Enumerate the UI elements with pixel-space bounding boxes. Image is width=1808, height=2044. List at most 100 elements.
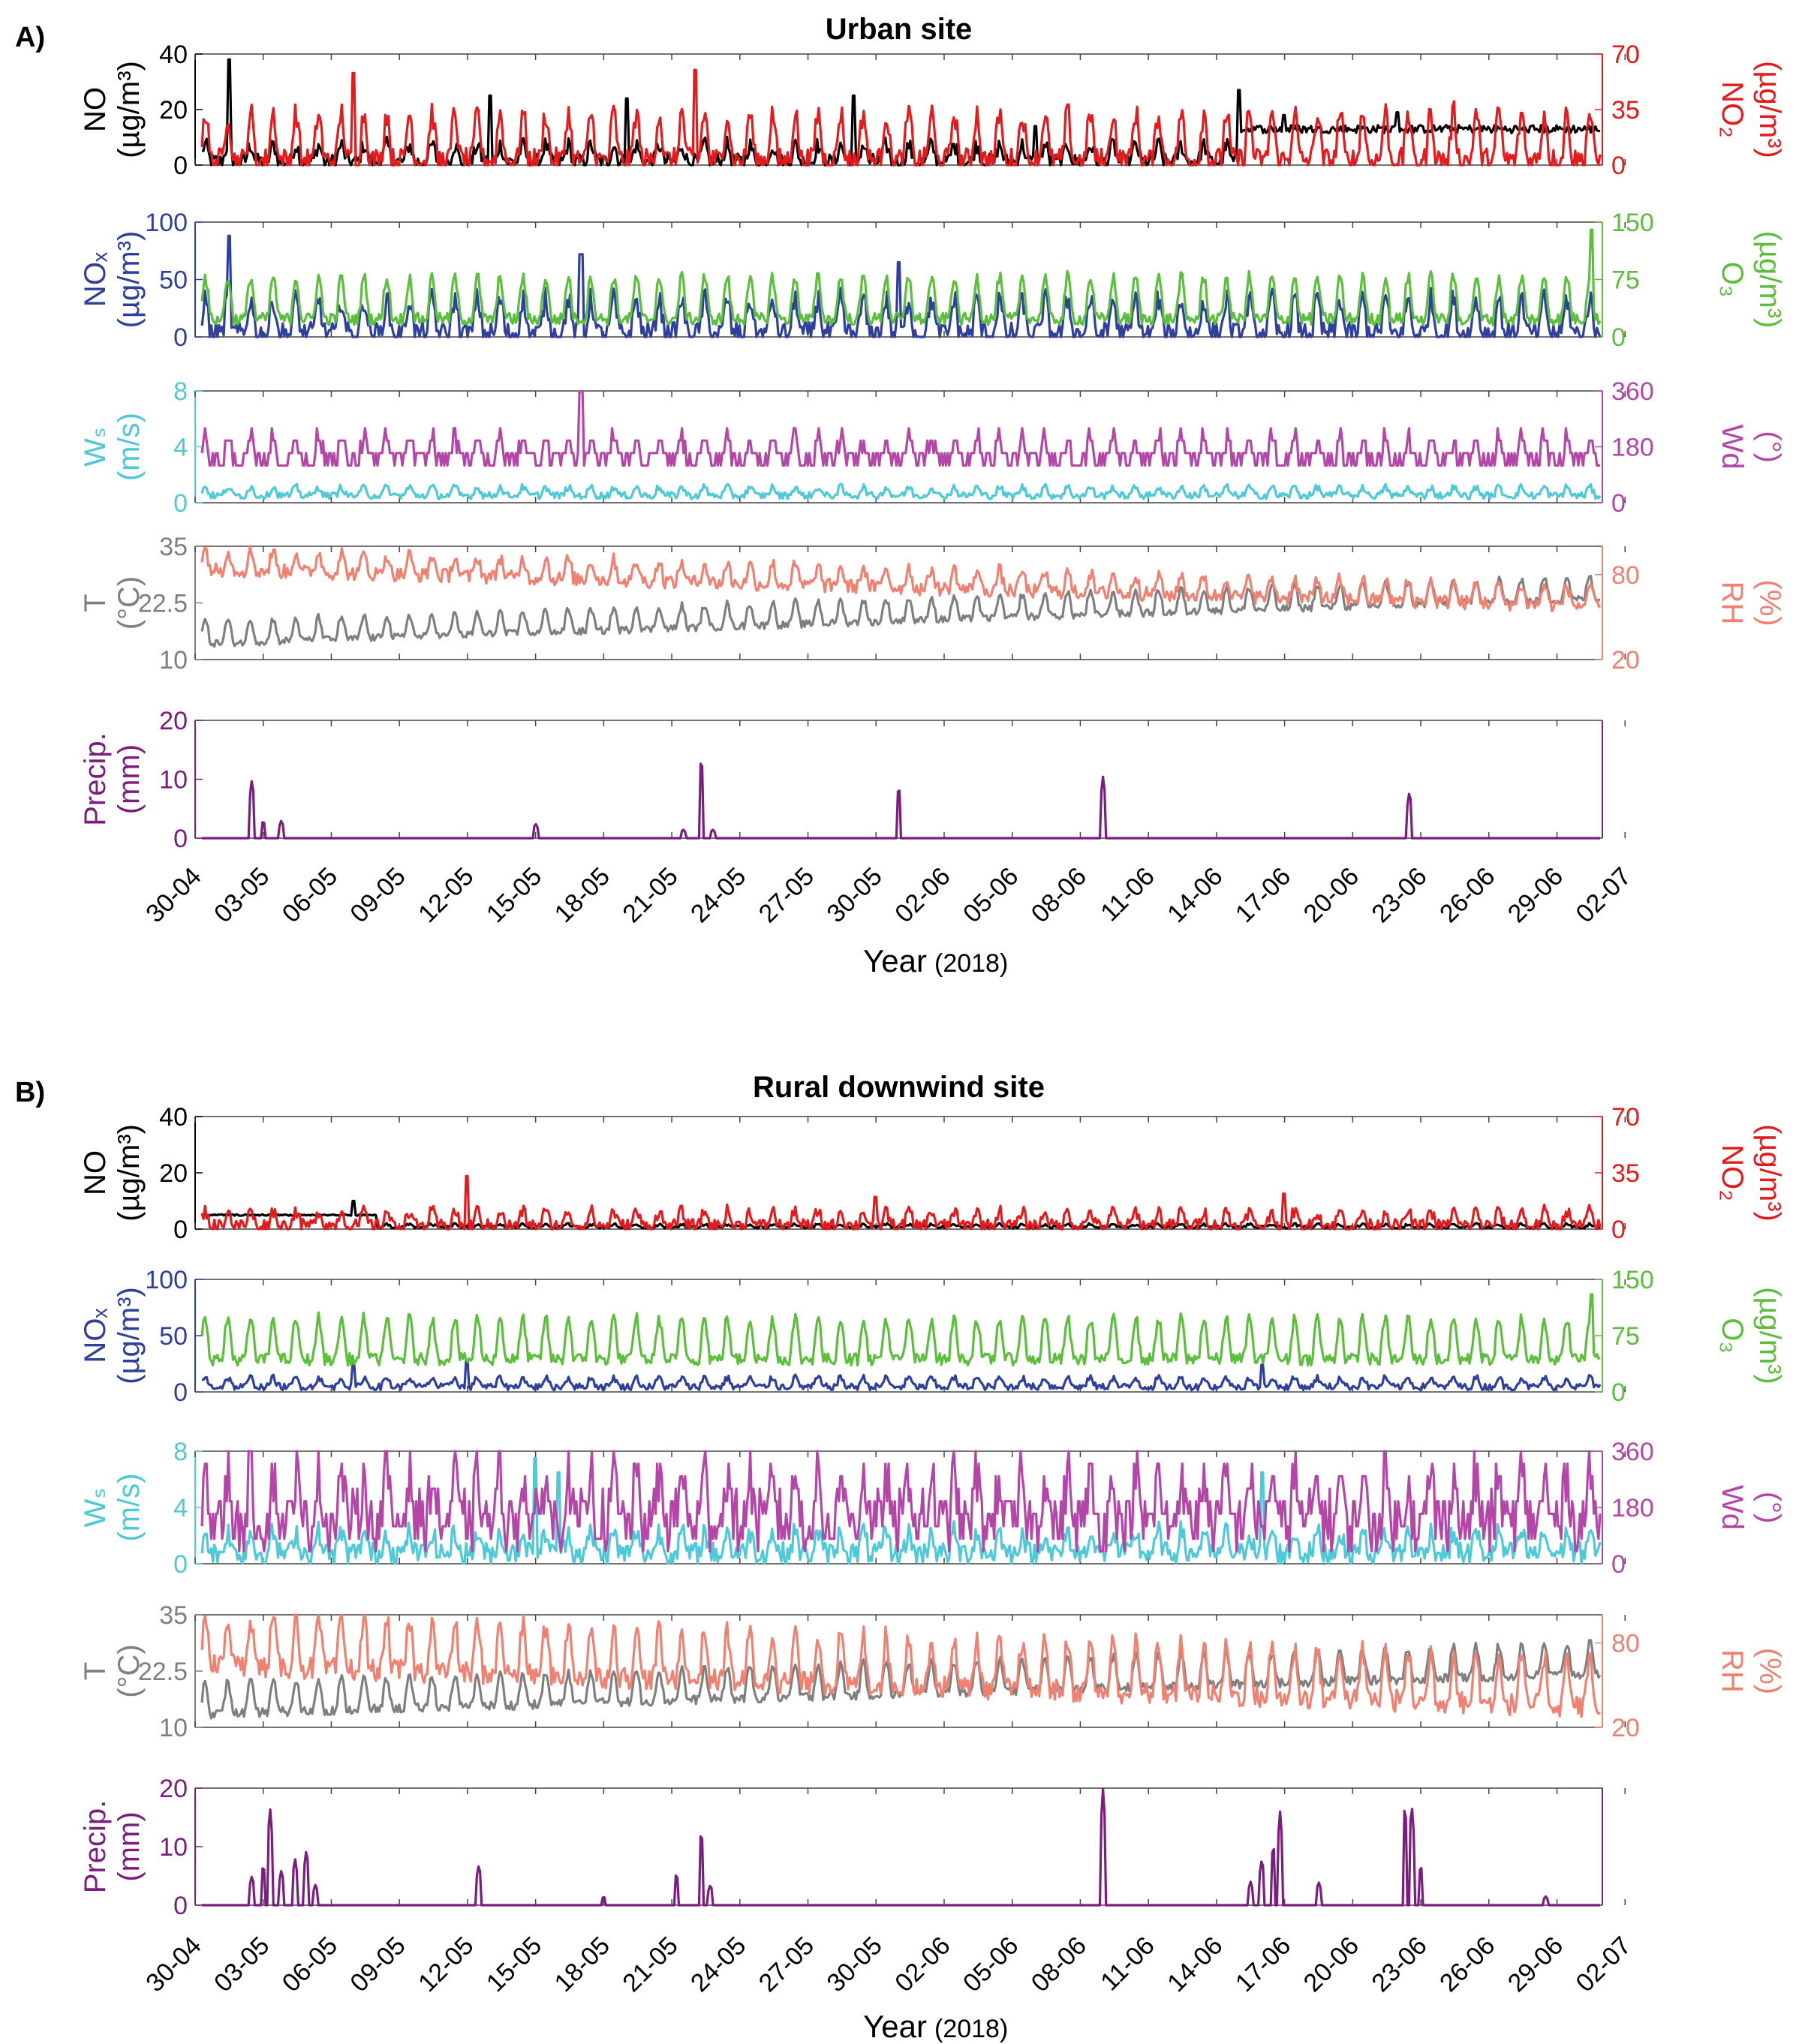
y-tick-label-left: 0 [173, 1550, 188, 1579]
y-tick-label-left: 35 [159, 533, 188, 561]
y-unit-right: (%) [1753, 1648, 1786, 1694]
y-tick-label-left: 100 [145, 209, 188, 237]
x-tick-label: 09-05 [344, 862, 411, 928]
x-tick-label: 02-07 [1571, 862, 1637, 928]
series-o3 [200, 228, 1602, 326]
x-label-sub: (2018) [934, 949, 1008, 978]
x-tick-labels: 30-04 03-05 06-05 09-05 12-05 15-05 18-05 21-05… [140, 862, 1637, 928]
x-tick-label: 30-05 [822, 862, 888, 928]
y-tick-label-right: 150 [1611, 209, 1654, 237]
x-label: Year [863, 943, 927, 978]
x-tick-label: 11-06 [1095, 862, 1160, 927]
x-tick-label: 08-06 [1026, 1931, 1092, 1997]
y-tick-label-left: 0 [173, 1378, 188, 1407]
y-label-right: RH [1716, 582, 1749, 625]
x-tick-label: 15-05 [481, 1931, 547, 1997]
row-precip: 0 10 20 Precip. (mm) [79, 707, 1626, 853]
y-unit-left: (µg/m³) [113, 231, 146, 329]
y-tick-label-left: 0 [173, 825, 188, 853]
y-unit-left: (m/s) [113, 413, 146, 481]
x-tick-label: 06-05 [277, 862, 343, 928]
x-tick-label: 26-06 [1434, 1931, 1500, 1997]
row-w: 0 4 8 Wₛ (m/s) 0 180 360 Wd (°) [79, 377, 1786, 518]
x-tick-label: 23-06 [1366, 862, 1432, 928]
y-tick-label-left: 40 [159, 41, 188, 69]
y-tick-label-left: 10 [159, 1833, 188, 1862]
y-tick-label-right: 360 [1611, 377, 1654, 406]
y-unit-right: (µg/m³) [1753, 61, 1786, 158]
x-tick-label: 05-06 [958, 1931, 1024, 1997]
panel-title: Rural downwind site [753, 1071, 1045, 1104]
y-tick-label-right: 0 [1611, 489, 1626, 518]
series-t [200, 574, 1601, 648]
y-label-right: Wd [1716, 425, 1749, 470]
y-tick-label-left: 35 [159, 1601, 188, 1630]
y-tick-label-right: 80 [1611, 1630, 1640, 1658]
y-label-left: NOₓ [79, 251, 112, 307]
x-tick-label: 03-05 [209, 862, 275, 928]
y-label-left: NO [79, 87, 112, 132]
y-unit-left: (µg/m³) [113, 1124, 146, 1222]
x-tick-label: 27-05 [754, 1931, 820, 1997]
y-unit-right: (°) [1753, 431, 1786, 463]
y-unit-left: (°C) [113, 1644, 146, 1698]
y-tick-label-right: 80 [1611, 561, 1640, 590]
y-unit-left: (mm) [113, 744, 146, 814]
series-nox [201, 1359, 1602, 1392]
y-tick-label-left: 4 [173, 1494, 188, 1522]
y-tick-label-right: 35 [1611, 96, 1640, 125]
series-precip [202, 1787, 1600, 1907]
row-t: 10 22.5 35 T (°C) 20 80 RH (%) [79, 533, 1786, 675]
y-tick-label-left: 4 [173, 434, 188, 462]
x-tick-label: 17-06 [1230, 1931, 1296, 1997]
x-tick-label: 15-05 [481, 862, 547, 928]
x-tick-label: 05-06 [958, 862, 1024, 928]
x-label: Year [863, 2009, 927, 2044]
y-tick-label-right: 0 [1611, 1216, 1626, 1244]
y-label-left: Wₛ [79, 427, 112, 467]
x-tick-label: 20-06 [1298, 862, 1364, 928]
y-tick-label-right: 20 [1611, 646, 1640, 675]
y-tick-label-right: 0 [1611, 1378, 1626, 1407]
y-unit-right: (%) [1753, 579, 1786, 626]
y-tick-label-right: 180 [1611, 434, 1654, 462]
series-ws [200, 482, 1602, 500]
x-tick-label: 02-07 [1571, 1931, 1637, 1997]
y-label-left: T [79, 1662, 112, 1680]
y-label-right: RH [1716, 1649, 1749, 1693]
y-tick-label-left: 22.5 [138, 1658, 188, 1686]
x-tick-label: 12-05 [413, 862, 479, 928]
y-tick-label-left: 8 [173, 377, 188, 406]
y-tick-label-left: 20 [159, 707, 188, 735]
y-label-right: O₃ [1716, 1318, 1749, 1353]
y-tick-label-left: 0 [173, 323, 188, 352]
y-tick-label-left: 0 [173, 1216, 188, 1244]
series-no2 [200, 68, 1602, 167]
y-unit-right: (°) [1753, 1492, 1786, 1524]
y-label-left: T [79, 594, 112, 612]
x-tick-label: 23-06 [1366, 1931, 1432, 1997]
x-tick-label: 26-06 [1434, 862, 1500, 928]
x-tick-labels: 30-04 03-05 06-05 09-05 12-05 15-05 18-05 21-05… [140, 1931, 1637, 1997]
y-label-left: Precip. [79, 1800, 112, 1894]
x-tick-label: 06-05 [277, 1931, 343, 1997]
y-label-right: O₃ [1716, 262, 1749, 297]
y-tick-label-left: 0 [173, 152, 188, 180]
x-tick-label: 03-05 [209, 1931, 275, 1997]
x-label-sub: (2018) [934, 2015, 1008, 2043]
y-tick-label-left: 0 [173, 489, 188, 518]
y-tick-label-left: 100 [145, 1266, 188, 1294]
y-tick-label-right: 360 [1611, 1438, 1654, 1466]
x-tick-label: 27-05 [754, 862, 820, 928]
row-t: 10 22.5 35 T (°C) 20 80 RH (%) [79, 1601, 1786, 1742]
y-tick-label-left: 22.5 [138, 590, 188, 618]
row-w: 0 4 8 Wₛ (m/s) 0 180 360 Wd (°) [79, 1438, 1786, 1579]
y-tick-label-right: 75 [1611, 266, 1640, 295]
row-precip: 0 10 20 Precip. (mm) [79, 1775, 1626, 1920]
y-tick-label-right: 70 [1611, 41, 1640, 69]
y-tick-label-left: 50 [159, 266, 188, 295]
